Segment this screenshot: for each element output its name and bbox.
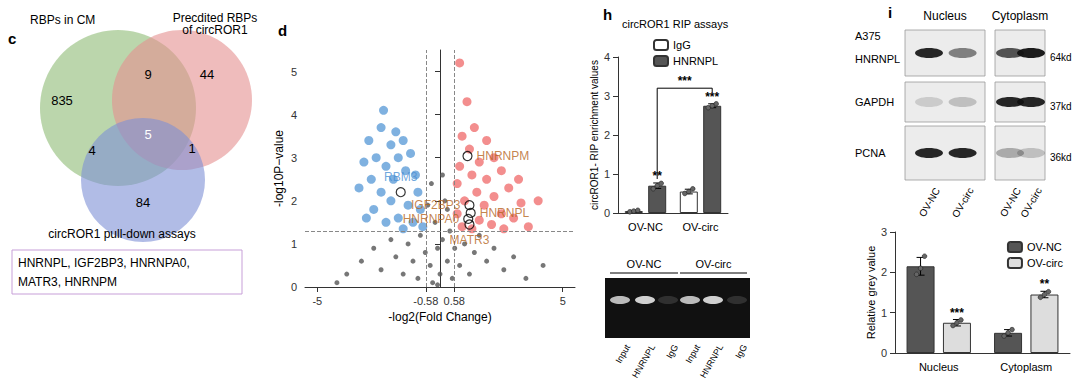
- svg-text:Input: Input: [614, 342, 633, 365]
- svg-text:0.58: 0.58: [444, 295, 465, 307]
- svg-text:-0.58: -0.58: [413, 295, 438, 307]
- svg-text:2: 2: [291, 195, 297, 207]
- svg-text:3: 3: [604, 90, 610, 102]
- svg-text:OV-NC: OV-NC: [1027, 241, 1062, 253]
- svg-text:-log10P−value: -log10P−value: [272, 130, 286, 207]
- svg-text:OV-NC: OV-NC: [627, 258, 662, 270]
- svg-text:Relative grey value: Relative grey value: [865, 246, 877, 340]
- svg-text:A375: A375: [855, 30, 881, 42]
- svg-text:Cytoplasm: Cytoplasm: [992, 9, 1049, 23]
- svg-text:Cytoplasm: Cytoplasm: [1000, 361, 1052, 373]
- svg-text:5: 5: [291, 66, 297, 78]
- svg-text:0: 0: [291, 281, 297, 293]
- svg-text:OV-circ: OV-circ: [695, 258, 732, 270]
- svg-text:RBM3: RBM3: [384, 170, 418, 184]
- svg-text:h: h: [603, 6, 612, 23]
- svg-text:Precdited RBPs: Precdited RBPs: [172, 11, 258, 25]
- svg-text:4: 4: [88, 143, 95, 158]
- svg-text:5: 5: [560, 295, 566, 307]
- svg-text:HNRNPL: HNRNPL: [673, 55, 718, 67]
- svg-text:835: 835: [51, 93, 73, 108]
- svg-text:RBPs in CM: RBPs in CM: [30, 13, 95, 27]
- svg-text:OV-NC: OV-NC: [917, 186, 942, 219]
- svg-text:9: 9: [144, 67, 151, 82]
- svg-text:4: 4: [291, 109, 297, 121]
- svg-text:HNRNPL: HNRNPL: [698, 343, 725, 380]
- svg-text:HNRNPM: HNRNPM: [477, 149, 530, 163]
- svg-text:0: 0: [881, 347, 887, 359]
- svg-text:HNRNPL: HNRNPL: [630, 343, 657, 380]
- svg-text:***: ***: [950, 306, 964, 320]
- svg-text:4: 4: [604, 51, 610, 63]
- svg-text:d: d: [278, 22, 287, 39]
- svg-text:Nucleus: Nucleus: [919, 361, 959, 373]
- svg-text:-5: -5: [312, 295, 322, 307]
- svg-text:MATR3, HNRNPM: MATR3, HNRNPM: [18, 275, 117, 289]
- svg-text:2: 2: [881, 266, 887, 278]
- svg-text:3: 3: [291, 152, 297, 164]
- svg-text:OV-circ: OV-circ: [1018, 186, 1044, 220]
- svg-text:HNRNPA0: HNRNPA0: [403, 212, 460, 226]
- svg-text:5: 5: [144, 127, 151, 142]
- svg-text:OV-circ: OV-circ: [682, 221, 719, 233]
- svg-text:OV-NC: OV-NC: [997, 185, 1024, 219]
- svg-text:44: 44: [200, 67, 214, 82]
- svg-text:IgG: IgG: [733, 343, 749, 361]
- svg-text:-log2(Fold Change): -log2(Fold Change): [388, 310, 491, 324]
- svg-text:2: 2: [604, 129, 610, 141]
- svg-text:of circROR1: of circROR1: [182, 23, 248, 37]
- svg-text:1: 1: [881, 307, 887, 319]
- svg-text:HNRNPL, IGF2BP3, HNRNPA0,: HNRNPL, IGF2BP3, HNRNPA0,: [18, 256, 190, 270]
- svg-text:HNRNPL: HNRNPL: [480, 206, 530, 220]
- svg-text:OV-circ: OV-circ: [950, 186, 976, 220]
- svg-text:***: ***: [678, 74, 692, 88]
- svg-text:0: 0: [604, 207, 610, 219]
- svg-text:OV-circ: OV-circ: [1027, 257, 1064, 269]
- svg-text:84: 84: [136, 195, 150, 210]
- svg-text:36kd: 36kd: [1050, 152, 1072, 163]
- svg-text:IgG: IgG: [673, 39, 691, 51]
- svg-text:circROR1- RIP enrichment value: circROR1- RIP enrichment values: [589, 60, 600, 210]
- svg-text:1: 1: [188, 141, 195, 156]
- svg-text:**: **: [1040, 277, 1050, 291]
- svg-text:i: i: [888, 4, 892, 21]
- svg-text:Input: Input: [684, 342, 703, 365]
- svg-text:PCNA: PCNA: [855, 147, 886, 159]
- svg-text:37kd: 37kd: [1050, 101, 1072, 112]
- svg-text:HNRNPL: HNRNPL: [855, 53, 900, 65]
- svg-text:IGF2BP3: IGF2BP3: [411, 198, 461, 212]
- svg-text:GAPDH: GAPDH: [855, 96, 894, 108]
- svg-text:3: 3: [881, 226, 887, 238]
- svg-text:circROR1 pull-down assays: circROR1 pull-down assays: [48, 227, 195, 241]
- svg-text:OV-NC: OV-NC: [628, 221, 663, 233]
- svg-text:Nucleus: Nucleus: [923, 9, 966, 23]
- svg-text:circROR1 RIP assays: circROR1 RIP assays: [622, 18, 729, 30]
- svg-text:64kd: 64kd: [1050, 52, 1072, 63]
- svg-text:IgG: IgG: [664, 343, 680, 361]
- svg-text:1: 1: [604, 168, 610, 180]
- svg-text:1: 1: [291, 238, 297, 250]
- svg-text:c: c: [8, 30, 16, 47]
- svg-text:MATR3: MATR3: [450, 233, 490, 247]
